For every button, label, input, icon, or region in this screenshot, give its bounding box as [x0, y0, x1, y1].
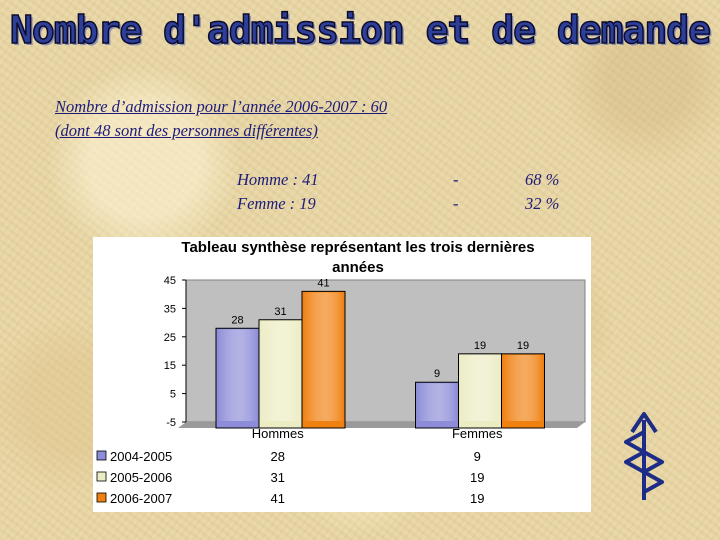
- bar-value-label: 41: [317, 277, 329, 289]
- data-table-cell: 31: [271, 470, 285, 485]
- bar-value-label: 9: [434, 368, 440, 380]
- bar-value-label: 19: [517, 340, 529, 352]
- legend-label: 2006-2007: [110, 491, 172, 506]
- bar-highlight: [303, 292, 344, 421]
- stat-homme-percent: 68 %: [525, 170, 560, 189]
- legend-label: 2004-2005: [110, 449, 172, 464]
- logo-icon: [624, 412, 664, 500]
- bar-highlight: [502, 354, 544, 421]
- legend-swatch: [96, 492, 107, 503]
- y-tick-label: 35: [164, 303, 176, 315]
- stat-femme-dash: -: [453, 194, 459, 213]
- data-table-cell: 19: [470, 470, 484, 485]
- y-tick-label: 25: [164, 332, 176, 344]
- y-tick-label: 45: [164, 275, 176, 287]
- bar-value-label: 28: [231, 314, 243, 326]
- bar-highlight: [416, 383, 458, 421]
- bar-highlight: [260, 320, 301, 421]
- chart-title-line2: années: [332, 259, 384, 276]
- bar-highlight: [217, 329, 258, 421]
- data-table-cell: 28: [271, 449, 285, 464]
- bar-value-label: 31: [274, 306, 286, 318]
- y-tick-label: 15: [164, 360, 176, 372]
- data-table-cell: 41: [271, 491, 285, 506]
- legend-label: 2005-2006: [110, 470, 172, 485]
- stat-femme-percent: 32 %: [525, 194, 560, 213]
- x-category-label: Hommes: [252, 426, 305, 441]
- legend-swatch: [96, 471, 107, 482]
- admission-summary: Nombre d’admission pour l’année 2006-200…: [55, 97, 388, 116]
- y-tick-label: -5: [166, 417, 176, 429]
- admission-note: (dont 48 sont des personnes différentes): [55, 121, 318, 140]
- chart-title: Tableau synthèse représentant les trois …: [181, 239, 534, 256]
- bar-highlight: [459, 354, 501, 421]
- data-table-cell: 19: [470, 491, 484, 506]
- data-table-cell: 9: [474, 449, 481, 464]
- page-title: Nombre d'admission et de demande: [9, 7, 712, 53]
- bar-value-label: 19: [474, 340, 486, 352]
- stat-homme-label: Homme : 41: [237, 170, 319, 189]
- stat-femme-label: Femme : 19: [237, 194, 316, 213]
- legend-swatch: [96, 450, 107, 461]
- x-category-label: Femmes: [452, 426, 503, 441]
- stat-homme-dash: -: [453, 170, 459, 189]
- y-tick-label: 5: [170, 389, 176, 401]
